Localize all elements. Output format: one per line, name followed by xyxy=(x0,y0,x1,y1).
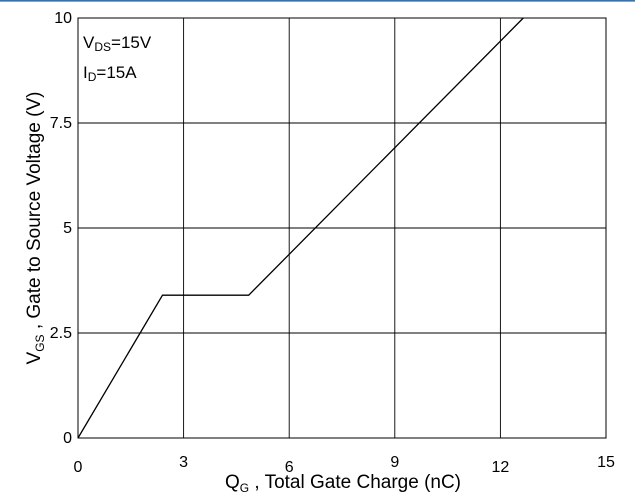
y-tick-label: 0 xyxy=(63,430,72,447)
x-tick-label: 3 xyxy=(179,454,188,471)
x-tick-label: 6 xyxy=(285,459,294,476)
series-line xyxy=(77,17,524,439)
x-tick-label: 15 xyxy=(597,454,615,471)
x-tick-label: 9 xyxy=(390,454,399,471)
tick-labels: 0 3 6 9 12 15 0 2.5 5 7.5 10 xyxy=(50,10,615,476)
grid xyxy=(78,18,606,438)
x-axis-label: QG , Total Gate Charge (nC) xyxy=(225,472,461,495)
y-axis-label: VGS , Gate to Source Voltage (V) xyxy=(24,92,47,365)
x-tick-label: 0 xyxy=(74,459,83,476)
condition-id: ID=15A xyxy=(83,63,137,84)
plot-frame xyxy=(77,17,607,439)
y-tick-label: 7.5 xyxy=(50,115,72,132)
condition-vds: VDS=15V xyxy=(83,33,152,54)
x-tick-label: 12 xyxy=(492,459,510,476)
y-tick-label: 5 xyxy=(63,220,72,237)
y-tick-label: 10 xyxy=(54,10,72,27)
y-tick-label: 2.5 xyxy=(50,325,72,342)
